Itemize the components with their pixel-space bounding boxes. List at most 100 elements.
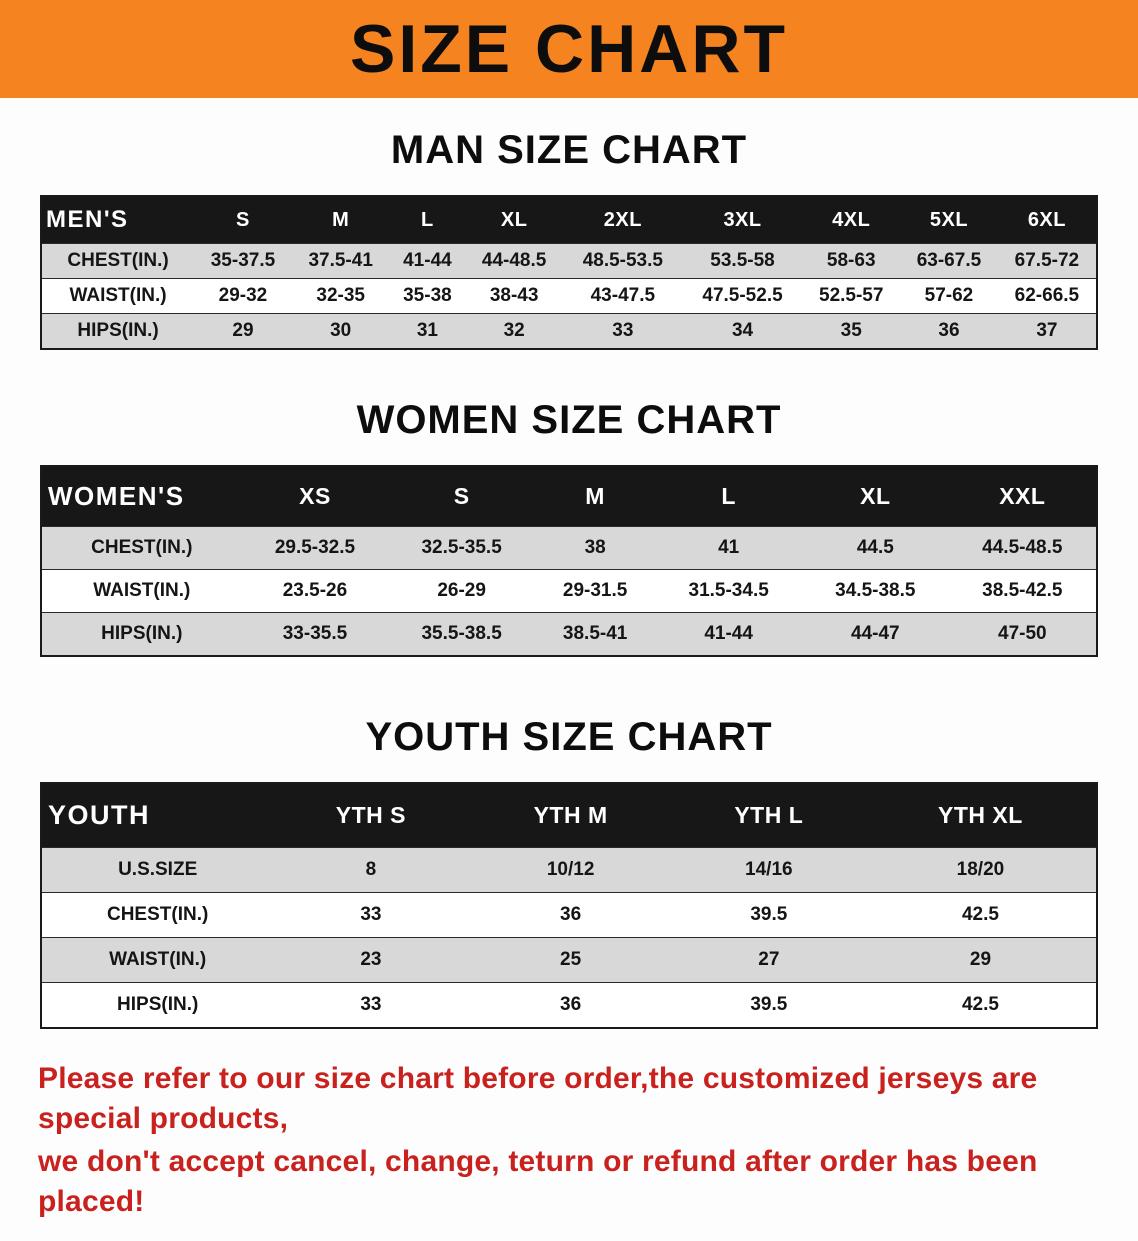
size-column-header: 6XL [1027,208,1066,231]
table-body: CHEST(IN.) 29.5-32.5 32.5-35.5 38 41 44.5 44.5… [41,526,1097,656]
size-value-cell: 35-37.5 [194,243,292,279]
size-column-header: 5XL [929,208,969,231]
size-chart-section: MAN SIZE CHART MEN'S S M L XL 2XL 3XL 4XL 5XL 6XL… [0,128,1138,350]
size-table: WOMEN'S XS S M L XL XXL CHEST(IN.) 29.5-32.5 32.… [40,465,1098,657]
size-value-cell: 41-44 [389,243,466,279]
row-label: CHEST(IN.) [41,526,242,570]
size-value-cell: 62-66.5 [997,278,1097,314]
size-value-cell: 14/16 [672,847,865,893]
row-label: HIPS(IN.) [41,313,195,349]
size-value-cell: 31.5-34.5 [655,569,802,613]
size-column-header: YTH L [734,802,804,828]
size-value-cell: 44-47 [801,612,949,656]
section-heading: WOMEN SIZE CHART [356,398,782,442]
size-value-cell: 39.5 [672,892,865,938]
size-value-cell: 35.5-38.5 [388,612,535,656]
size-value-cell: 35 [802,313,901,349]
row-label: HIPS(IN.) [41,612,242,656]
size-value-cell: 36 [468,892,673,938]
size-value-cell: 38.5-41 [534,612,656,656]
size-value-cell: 47.5-52.5 [682,278,803,314]
size-value-cell: 26-29 [388,569,535,613]
size-column-header: YTH XL [938,802,1023,828]
section-heading: YOUTH SIZE CHART [365,715,773,759]
table-body: U.S.SIZE 8 10/12 14/16 18/20 CHEST(IN.) 33 36 39… [41,847,1097,1028]
size-value-cell: 33 [563,313,683,349]
size-column-header: YTH M [533,802,608,828]
row-label: CHEST(IN.) [41,892,274,938]
size-value-cell: 29-32 [194,278,292,314]
size-value-cell: 36 [900,313,998,349]
table-row: HIPS(IN.) 33 36 39.5 42.5 [41,982,1097,1028]
size-value-cell: 38.5-42.5 [948,569,1097,613]
table-category-header: MEN'S [46,206,129,233]
table-body: CHEST(IN.) 35-37.5 37.5-41 41-44 44-48.5 48.5… [41,243,1097,349]
size-value-cell: 38 [534,526,656,570]
table-row: HIPS(IN.) 33-35.5 35.5-38.5 38.5-41 41-44 44-… [41,612,1097,656]
size-value-cell: 23 [273,937,469,983]
size-table: YOUTH YTH S YTH M YTH L YTH XL U.S.SIZE 8 10/1… [40,782,1098,1029]
footer-notice: Please refer to our size chart before or… [38,1059,1100,1221]
size-value-cell: 63-67.5 [900,243,998,279]
size-value-cell: 67.5-72 [997,243,1097,279]
size-value-cell: 37.5-41 [291,243,390,279]
size-value-cell: 33 [273,982,469,1028]
notice-line: Please refer to our size chart before or… [38,1062,1038,1135]
size-column-header: S [453,483,470,509]
size-value-cell: 32-35 [291,278,390,314]
size-value-cell: 27 [672,937,865,983]
size-column-header: 2XL [603,208,642,231]
size-column-header: YTH S [335,802,407,828]
size-value-cell: 58-63 [802,243,901,279]
size-value-cell: 47-50 [948,612,1097,656]
size-chart-section: WOMEN SIZE CHART WOMEN'S XS S M L XL XXL CHEST… [0,398,1138,657]
size-value-cell: 29-31.5 [534,569,656,613]
size-value-cell: 33-35.5 [241,612,389,656]
size-column-header: XL [860,483,891,509]
size-value-cell: 41 [655,526,802,570]
size-value-cell: 52.5-57 [802,278,901,314]
size-column-header: L [421,208,434,231]
size-value-cell: 25 [468,937,673,983]
size-value-cell: 42.5 [864,892,1097,938]
size-value-cell: 34 [682,313,803,349]
size-value-cell: 44.5-48.5 [948,526,1097,570]
row-label: WAIST(IN.) [41,278,195,314]
table-header-row: WOMEN'S XS S M L XL XXL [41,466,1097,527]
table-row: HIPS(IN.) 29 30 31 32 33 34 35 36 37 [41,313,1097,349]
page-title: SIZE CHART [350,11,788,87]
size-column-header: S [236,208,250,231]
size-value-cell: 38-43 [465,278,563,314]
row-label: CHEST(IN.) [41,243,195,279]
size-value-cell: 44.5 [801,526,949,570]
table-category-header: YOUTH [48,800,150,830]
size-chart-banner: SIZE CHART [0,0,1138,98]
size-table: MEN'S S M L XL 2XL 3XL 4XL 5XL 6XL CHEST(IN.) 35-3… [40,195,1098,350]
size-value-cell: 31 [389,313,466,349]
size-value-cell: 29 [194,313,292,349]
size-column-header: 3XL [723,208,762,231]
size-value-cell: 35-38 [389,278,466,314]
size-value-cell: 44-48.5 [465,243,563,279]
row-label: U.S.SIZE [41,847,274,893]
table-category-header: WOMEN'S [48,481,185,511]
size-value-cell: 42.5 [864,982,1097,1028]
size-column-header: XL [500,208,528,231]
table-header-row: YOUTH YTH S YTH M YTH L YTH XL [41,783,1097,848]
table-row: CHEST(IN.) 35-37.5 37.5-41 41-44 44-48.5 48.5… [41,243,1097,279]
table-row: WAIST(IN.) 23.5-26 26-29 29-31.5 31.5-34.5 34… [41,569,1097,613]
size-value-cell: 37 [997,313,1097,349]
size-value-cell: 23.5-26 [241,569,389,613]
sections-container: MAN SIZE CHART MEN'S S M L XL 2XL 3XL 4XL 5XL 6XL… [0,128,1138,1029]
table-row: CHEST(IN.) 33 36 39.5 42.5 [41,892,1097,938]
table-header-row: MEN'S S M L XL 2XL 3XL 4XL 5XL 6XL [41,196,1097,244]
notice-line: we don't accept cancel, change, teturn o… [38,1145,1038,1218]
row-label: WAIST(IN.) [41,937,274,983]
row-label: WAIST(IN.) [41,569,242,613]
size-value-cell: 10/12 [468,847,673,893]
table-row: WAIST(IN.) 29-32 32-35 35-38 38-43 43-47.5 47.… [41,278,1097,314]
size-value-cell: 48.5-53.5 [563,243,683,279]
size-column-header: 4XL [832,208,871,231]
size-value-cell: 29 [864,937,1097,983]
